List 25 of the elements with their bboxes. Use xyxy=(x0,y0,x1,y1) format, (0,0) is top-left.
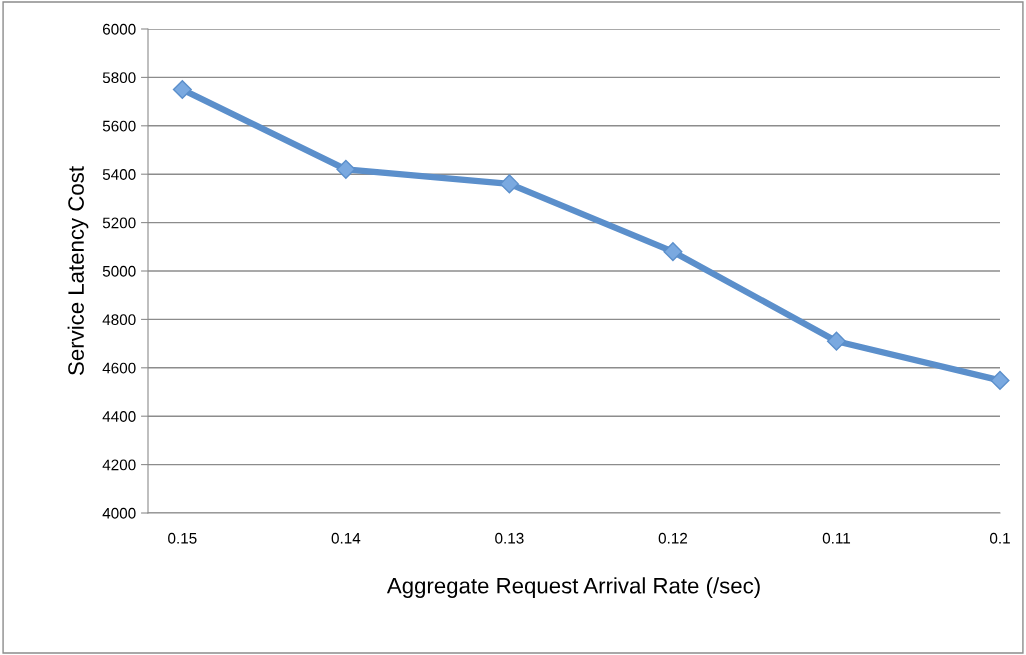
x-tick-label: 0.11 xyxy=(822,532,851,544)
point xyxy=(336,159,356,179)
point xyxy=(826,331,847,351)
y-tick-label: 5600 xyxy=(102,120,136,132)
y-tick-label: 4600 xyxy=(102,362,136,374)
y-tick-label: 4400 xyxy=(102,411,136,422)
y-tick-label: 5200 xyxy=(102,217,136,229)
y-tick-label: 6000 xyxy=(102,23,136,35)
x-tick-label: 0.13 xyxy=(495,532,524,544)
point xyxy=(990,370,1010,390)
point xyxy=(663,242,683,262)
x-tick-label: 0.14 xyxy=(331,532,361,544)
x-tick-label: 0.12 xyxy=(658,532,688,544)
point xyxy=(499,174,519,194)
point xyxy=(172,79,192,100)
y-axis-title: Service Latency Cost xyxy=(67,166,89,375)
y-tick-label: 5800 xyxy=(102,72,136,84)
y-tick-label: 5000 xyxy=(102,265,136,277)
y-tick-label: 4000 xyxy=(102,507,136,519)
y-tick-label: 4200 xyxy=(102,459,136,471)
y-tick-label: 5400 xyxy=(102,169,136,180)
x-axis-title: Aggregate Request Arrival Rate (/sec) xyxy=(386,577,760,598)
y-tick-label: 4800 xyxy=(102,314,136,326)
x-tick-label: 0.15 xyxy=(168,532,197,544)
x-tick-label: 0.1 xyxy=(989,532,1010,544)
